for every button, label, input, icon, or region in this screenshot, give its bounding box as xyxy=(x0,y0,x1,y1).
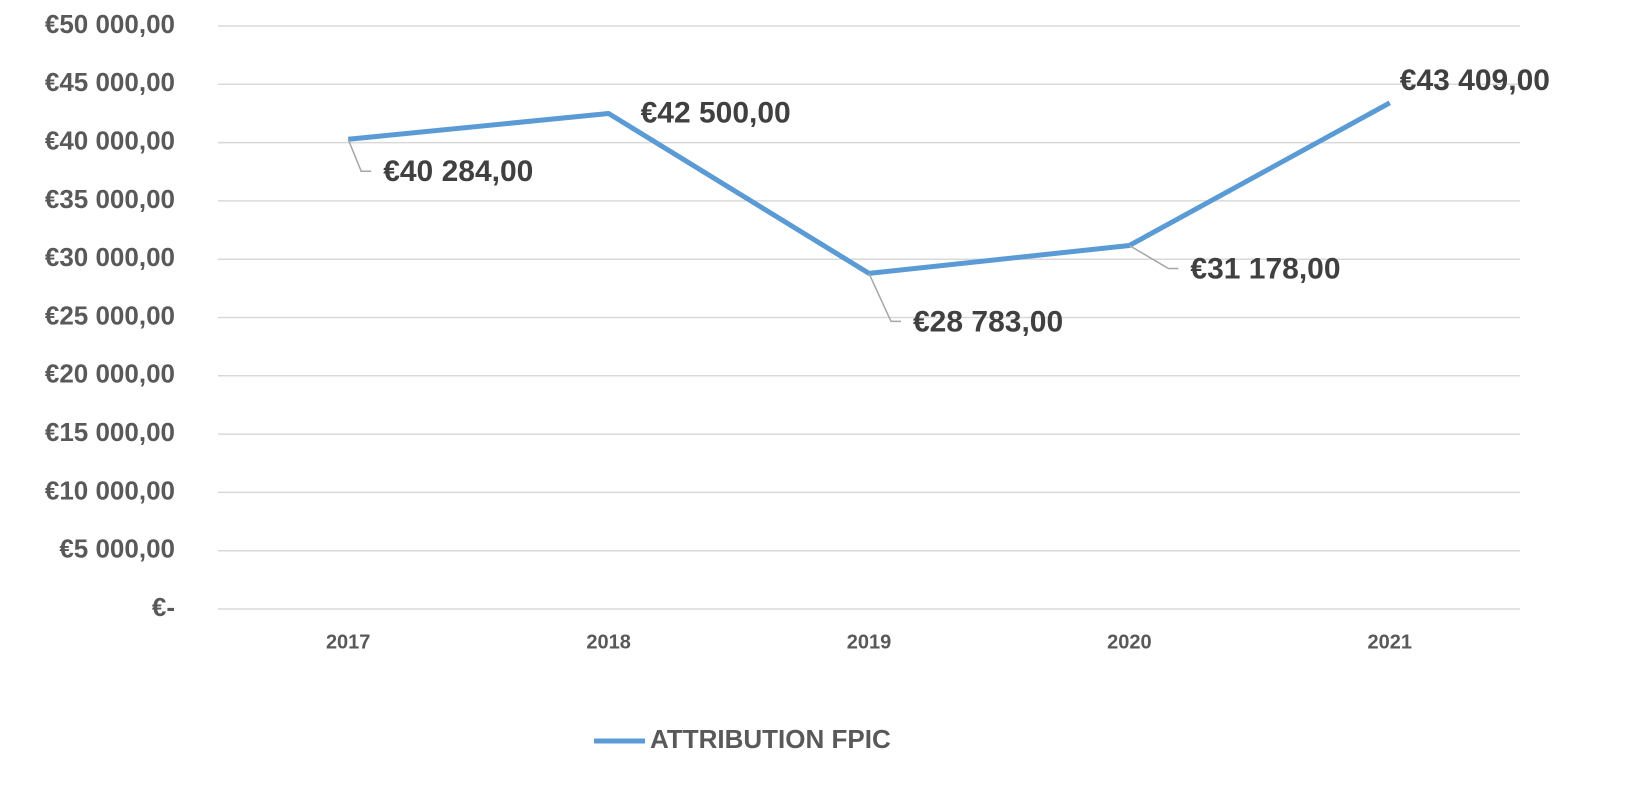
leader-line xyxy=(347,139,372,173)
y-tick-label: €5 000,00 xyxy=(59,534,175,564)
leader-line xyxy=(1129,244,1179,270)
x-tick-label: 2020 xyxy=(1107,631,1152,653)
y-tick-label: €50 000,00 xyxy=(45,9,175,39)
x-tick-label: 2021 xyxy=(1368,631,1413,653)
y-tick-label: €40 000,00 xyxy=(45,125,175,155)
x-tick-label: 2017 xyxy=(326,631,371,653)
y-tick-label: €25 000,00 xyxy=(45,300,175,330)
y-tick-label: €30 000,00 xyxy=(45,242,175,272)
leader-line xyxy=(868,273,901,323)
x-tick-label: 2018 xyxy=(586,631,631,653)
legend-label: ATTRIBUTION FPIC xyxy=(650,724,891,754)
y-tick-label: €10 000,00 xyxy=(45,475,175,505)
data-label: €40 284,00 xyxy=(383,155,533,188)
data-label: €31 178,00 xyxy=(1190,252,1340,285)
y-tick-label: €- xyxy=(152,592,175,622)
x-tick-label: 2019 xyxy=(847,631,892,653)
y-tick-label: €15 000,00 xyxy=(45,417,175,447)
data-label: €43 409,00 xyxy=(1400,64,1550,97)
y-tick-label: €35 000,00 xyxy=(45,184,175,214)
y-tick-label: €20 000,00 xyxy=(45,359,175,389)
data-label: €28 783,00 xyxy=(913,305,1063,338)
y-tick-label: €45 000,00 xyxy=(45,67,175,97)
data-label: €42 500,00 xyxy=(641,96,791,129)
